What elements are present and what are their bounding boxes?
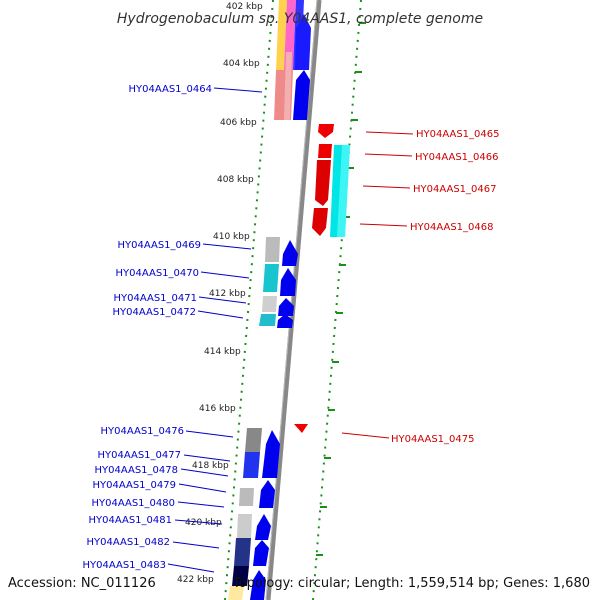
connector-line: [167, 563, 215, 573]
gene-label-0472[interactable]: HY04AAS1_0472: [113, 307, 196, 318]
map-title: Hydrogenobaculum sp. Y04AAS1, complete g…: [117, 11, 483, 27]
gene-label-0481[interactable]: HY04AAS1_0481: [89, 515, 172, 526]
feature-block: [259, 314, 276, 326]
connector-line: [178, 483, 227, 493]
kbp-label: 404 kbp: [223, 59, 260, 69]
feature-block: [234, 538, 251, 566]
reverse-gene-arrow[interactable]: [318, 144, 332, 158]
feature-block: [228, 586, 244, 600]
connector-line: [365, 131, 414, 135]
connector-line: [359, 223, 408, 227]
reverse-gene-arrow[interactable]: [312, 208, 328, 236]
forward-gene-arrow[interactable]: [278, 298, 294, 316]
feature-block: [239, 488, 254, 506]
feature-cluster-top: [274, 0, 311, 120]
kbp-label: 414 kbp: [204, 347, 241, 357]
gene-label-0467[interactable]: HY04AAS1_0467: [413, 184, 496, 195]
connector-line: [197, 310, 244, 319]
forward-gene-arrow[interactable]: [259, 480, 275, 508]
connector-line: [185, 430, 234, 438]
connector-line: [180, 468, 229, 477]
gene-label-0479[interactable]: HY04AAS1_0479: [93, 480, 176, 491]
feature-block: [265, 237, 280, 262]
forward-gene-arrow[interactable]: [250, 570, 266, 600]
gene-label-0480[interactable]: HY04AAS1_0480: [92, 498, 175, 509]
gene-label-0468[interactable]: HY04AAS1_0468: [410, 222, 493, 233]
gene-label-0465[interactable]: HY04AAS1_0465: [416, 129, 499, 140]
gene-label-0466[interactable]: HY04AAS1_0466: [415, 152, 498, 163]
gene-label-0470[interactable]: HY04AAS1_0470: [116, 268, 199, 279]
kbp-label: 406 kbp: [220, 118, 257, 128]
topology-text: Topology: circular; Length: 1,559,514 bp…: [232, 576, 590, 591]
forward-gene-arrow: [295, 14, 311, 70]
feature-block: [262, 296, 277, 312]
reverse-gene-arrow[interactable]: [294, 424, 308, 433]
gene-labels: HY04AAS1_0464 HY04AAS1_0465 HY04AAS1_046…: [83, 84, 500, 571]
connector-line: [202, 243, 252, 250]
forward-gene-arrow[interactable]: [253, 540, 269, 566]
connector-line: [364, 153, 413, 157]
feature-block: [245, 428, 262, 452]
feature-block: [276, 0, 287, 70]
kbp-label: 416 kbp: [199, 404, 236, 414]
gene-label-0478[interactable]: HY04AAS1_0478: [95, 465, 178, 476]
kbp-label: 412 kbp: [209, 289, 246, 299]
feature-block: [337, 145, 350, 237]
feature-block: [237, 514, 252, 538]
kbp-label-bg: [222, 0, 268, 11]
feature-cluster-mid: [259, 237, 298, 328]
connector-line: [172, 541, 220, 549]
genome-backbone: [265, 0, 322, 600]
connector-line: [213, 87, 263, 93]
gene-label-0464[interactable]: HY04AAS1_0464: [129, 84, 212, 95]
kbp-label: 418 kbp: [192, 461, 229, 471]
feature-block: [243, 452, 260, 478]
forward-gene-arrow[interactable]: [262, 430, 280, 478]
connector-line: [341, 432, 390, 439]
connector-line: [198, 296, 247, 304]
kbp-label: 420 kbp: [185, 518, 222, 528]
reverse-gene-arrow[interactable]: [318, 124, 334, 138]
right-ring-ticks: [316, 22, 366, 556]
forward-gene-arrow[interactable]: [282, 240, 298, 266]
gene-label-0476[interactable]: HY04AAS1_0476: [101, 426, 184, 437]
gene-label-0475[interactable]: HY04AAS1_0475: [391, 434, 474, 445]
forward-gene-arrow: [293, 70, 310, 120]
kbp-label: 422 kbp: [177, 575, 214, 585]
feature-cluster-bottom: [228, 428, 280, 600]
connector-line: [183, 454, 231, 462]
gene-label-0483[interactable]: HY04AAS1_0483: [83, 560, 166, 571]
accession-text: Accession: NC_011126: [8, 576, 156, 591]
reverse-gene-arrow[interactable]: [315, 160, 331, 206]
connector-line: [174, 519, 223, 525]
forward-gene-arrow[interactable]: [255, 514, 271, 540]
kbp-label: 410 kbp: [213, 232, 250, 242]
gene-label-0469[interactable]: HY04AAS1_0469: [118, 240, 201, 251]
forward-gene-arrow[interactable]: [277, 314, 293, 328]
connector-line: [177, 501, 225, 508]
feature-cluster-reverse: [312, 124, 350, 237]
kbp-label: 402 kbp: [226, 2, 263, 12]
connector-line: [362, 185, 411, 189]
feature-block: [232, 566, 249, 586]
kbp-label: 408 kbp: [217, 175, 254, 185]
kbp-labels: 402 kbp 404 kbp 406 kbp 408 kbp 410 kbp …: [177, 0, 268, 585]
outer-right-dotted-line: [312, 0, 362, 600]
connector-line: [200, 271, 250, 279]
label-connectors: [167, 87, 414, 573]
feature-block: [263, 264, 279, 292]
gene-label-0477[interactable]: HY04AAS1_0477: [98, 450, 181, 461]
gene-label-0471[interactable]: HY04AAS1_0471: [114, 293, 197, 304]
gene-label-0482[interactable]: HY04AAS1_0482: [87, 537, 170, 548]
forward-gene-arrow[interactable]: [280, 268, 296, 296]
feature-block: [284, 52, 292, 120]
